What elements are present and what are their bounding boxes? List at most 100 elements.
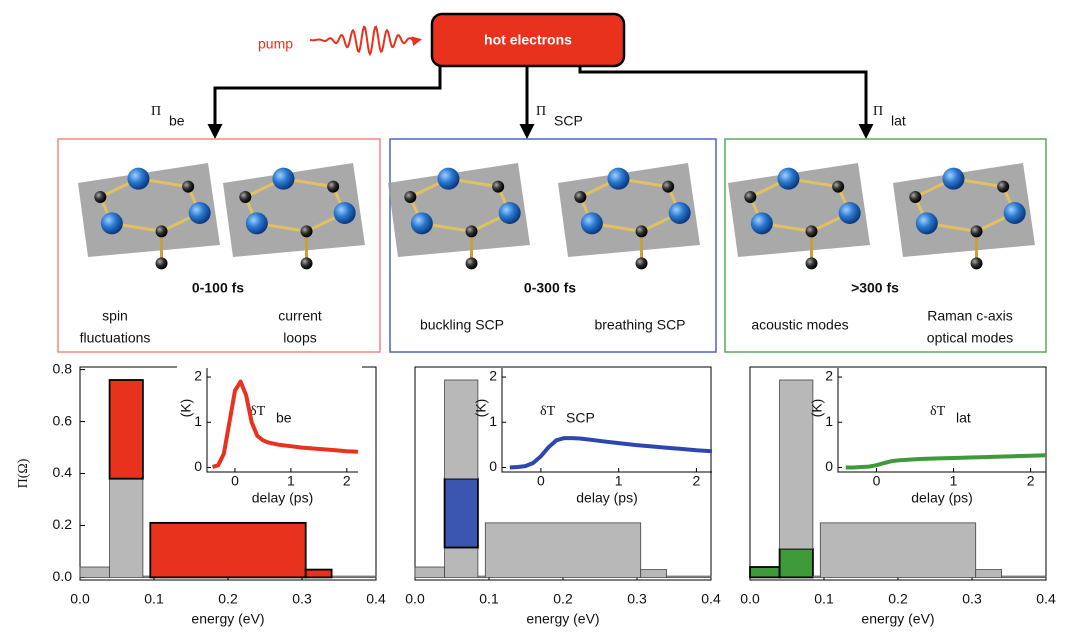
atom: [777, 168, 799, 190]
inset-x-tick-label: 0: [873, 473, 881, 489]
time-window: >300 fs: [851, 280, 899, 296]
x-tick-label: 0.1: [144, 591, 164, 607]
inset-y-tick-label: 1: [825, 413, 833, 429]
x-tick-label: 0.3: [627, 591, 647, 607]
histogram-bar: [445, 548, 478, 578]
atom: [806, 257, 818, 269]
mode-label: Raman c-axis: [927, 308, 1013, 324]
mode-label: loops: [283, 330, 316, 346]
histogram-bar: [780, 549, 813, 578]
lattice-illustration: [558, 163, 700, 269]
atom: [971, 257, 983, 269]
atom: [182, 181, 194, 193]
x-tick-label: 0.1: [814, 591, 834, 607]
atom: [744, 191, 756, 203]
histogram-bar: [820, 523, 975, 578]
histogram-bar: [80, 567, 110, 577]
atom: [971, 225, 983, 237]
histogram-bar: [667, 576, 711, 577]
channel-subscript: SCP: [554, 113, 583, 129]
atom: [156, 225, 168, 237]
lattice-illustration: [223, 163, 365, 269]
atom: [437, 168, 459, 190]
channel-subscript: be: [169, 113, 185, 129]
lattice-illustration: [893, 163, 1035, 269]
inset-y-label: (K): [178, 399, 194, 418]
histogram-bar: [143, 576, 150, 577]
inset-x-tick-label: 0: [231, 473, 239, 489]
histogram-bar: [1002, 576, 1046, 577]
atom: [411, 212, 433, 234]
histogram-bar: [485, 523, 640, 578]
atom: [839, 202, 861, 224]
inset-x-tick-label: 2: [693, 473, 701, 489]
x-tick-label: 0.2: [888, 591, 908, 607]
arrow: [215, 66, 440, 136]
x-tick-label: 0.1: [479, 591, 499, 607]
inset-x-tick-label: 0: [537, 473, 545, 489]
atom: [127, 168, 149, 190]
atom: [272, 168, 294, 190]
y-tick-label: 0.0: [53, 568, 73, 584]
atom: [636, 257, 648, 269]
histogram-bar: [415, 567, 445, 577]
figure: pump hot electrons Πbe0-100 fsspinfluctu…: [0, 0, 1070, 635]
histogram-bar: [750, 567, 780, 577]
x-tick-label: 0.4: [701, 591, 721, 607]
atom: [1004, 202, 1026, 224]
channel-symbol: Π: [151, 104, 161, 119]
inset-line: [510, 438, 712, 467]
channel-symbol: Π: [536, 104, 546, 119]
inset-y-label: (K): [809, 399, 825, 418]
inset-y-tick-label: 1: [489, 413, 497, 429]
channel-symbol: Π: [873, 104, 883, 119]
atom: [662, 181, 674, 193]
atom: [246, 212, 268, 234]
x-tick-label: 0.3: [292, 591, 312, 607]
atom: [997, 181, 1009, 193]
x-tick-label: 0.3: [962, 591, 982, 607]
y-tick-label: 0.8: [53, 360, 73, 376]
inset-x-tick-label: 1: [615, 473, 623, 489]
atom: [492, 181, 504, 193]
atom: [334, 202, 356, 224]
x-axis-label: energy (eV): [191, 611, 264, 627]
histogram-bar: [445, 380, 478, 479]
inset-title-subscript: SCP: [566, 410, 595, 426]
atom: [909, 191, 921, 203]
x-tick-label: 0.0: [70, 591, 90, 607]
mode-label: current: [278, 308, 322, 324]
x-tick-label: 0.2: [553, 591, 573, 607]
pump-label: pump: [258, 36, 293, 52]
atom: [607, 168, 629, 190]
y-tick-label: 0.6: [53, 412, 73, 428]
atom: [499, 202, 521, 224]
y-axis-label: Π(Ω): [16, 458, 31, 488]
x-tick-label: 0.0: [405, 591, 425, 607]
atom: [832, 181, 844, 193]
atom: [239, 191, 251, 203]
x-tick-label: 0.4: [366, 591, 386, 607]
inset-x-label: delay (ps): [576, 490, 637, 506]
atom: [466, 225, 478, 237]
page: pump hot electrons Πbe0-100 fsspinfluctu…: [0, 0, 1070, 635]
inset-x-tick-label: 2: [1027, 473, 1035, 489]
mode-label: optical modes: [927, 330, 1013, 346]
inset-y-label: (K): [473, 399, 489, 418]
atom: [466, 257, 478, 269]
inset-x-label: delay (ps): [911, 490, 972, 506]
inset-axes: [502, 368, 712, 472]
atom: [327, 181, 339, 193]
mode-label: spin: [102, 308, 128, 324]
arrow: [580, 66, 866, 136]
atom: [94, 191, 106, 203]
atom: [156, 257, 168, 269]
histogram-bar: [332, 576, 376, 577]
atom: [916, 212, 938, 234]
inset-y-tick-label: 0: [825, 458, 833, 474]
channel-subscript: lat: [891, 113, 906, 129]
inset-y-tick-label: 1: [194, 413, 202, 429]
lattice-illustration: [388, 163, 530, 269]
x-tick-label: 0.4: [1036, 591, 1056, 607]
x-axis-label: energy (eV): [861, 611, 934, 627]
